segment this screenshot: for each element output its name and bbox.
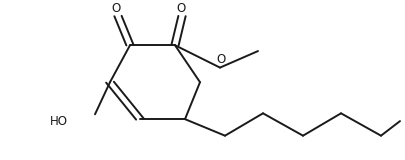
Text: O: O — [216, 53, 225, 66]
Text: HO: HO — [50, 115, 68, 128]
Text: O: O — [176, 2, 185, 15]
Text: O: O — [111, 2, 120, 15]
